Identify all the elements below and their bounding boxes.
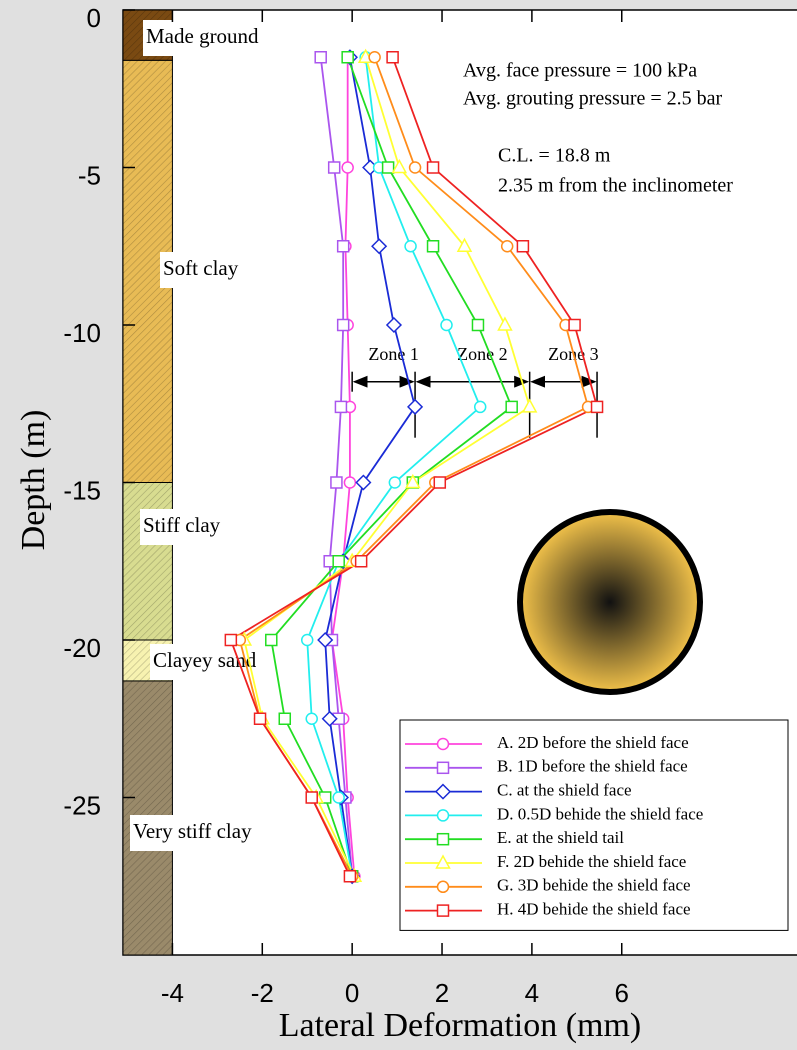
data-point bbox=[471, 318, 485, 332]
data-point bbox=[386, 51, 399, 64]
annotation: Avg. grouting pressure = 2.5 bar bbox=[463, 88, 723, 110]
legend-marker bbox=[434, 783, 452, 800]
data-point bbox=[300, 633, 314, 647]
legend-marker bbox=[436, 737, 450, 751]
soil-label: Very stiff clay bbox=[133, 819, 252, 843]
soil-label-bg bbox=[130, 815, 305, 851]
soil-label: Clayey sand bbox=[153, 648, 257, 672]
legend-label: E. at the shield tail bbox=[497, 828, 624, 847]
legend-label: A. 2D before the shield face bbox=[497, 733, 689, 752]
data-point bbox=[405, 473, 421, 489]
x-tick-label: 0 bbox=[345, 978, 359, 1008]
x-tick-label: -4 bbox=[161, 978, 184, 1008]
data-point bbox=[500, 240, 514, 253]
y-axis-title: Depth (m) bbox=[15, 410, 52, 551]
legend-box bbox=[399, 719, 789, 931]
data-point bbox=[440, 318, 453, 332]
data-point bbox=[314, 51, 327, 64]
data-point bbox=[327, 161, 341, 174]
legend-label: G. 3D behide the shield face bbox=[497, 876, 691, 895]
data-point bbox=[305, 791, 318, 804]
data-point bbox=[426, 161, 440, 174]
data-point bbox=[355, 474, 372, 491]
data-point bbox=[253, 712, 267, 725]
data-point bbox=[388, 476, 402, 489]
data-point bbox=[497, 316, 513, 331]
legend-marker bbox=[436, 809, 450, 822]
data-point bbox=[407, 398, 424, 415]
legend-label: B. 1D before the shield face bbox=[497, 757, 688, 776]
soil-label-bg bbox=[140, 509, 280, 545]
legend-marker bbox=[436, 880, 450, 894]
data-point bbox=[408, 161, 422, 174]
soil-label-bg bbox=[150, 644, 285, 680]
data-point bbox=[521, 398, 538, 413]
data-point bbox=[332, 791, 345, 804]
y-tick-label: -25 bbox=[63, 790, 101, 820]
annotation: C.L. = 18.8 m bbox=[498, 145, 611, 167]
data-point bbox=[381, 161, 395, 174]
legend-label: D. 0.5D behide the shield face bbox=[497, 804, 703, 823]
data-point bbox=[343, 870, 357, 883]
data-point bbox=[317, 631, 334, 649]
legend-label: C. at the shield face bbox=[497, 781, 632, 800]
data-point bbox=[224, 633, 238, 647]
legend-marker bbox=[436, 832, 450, 846]
x-axis-title: Lateral Deformation (mm) bbox=[279, 1007, 642, 1044]
x-tick-label: 6 bbox=[615, 978, 629, 1008]
data-point bbox=[568, 318, 581, 332]
data-point bbox=[368, 51, 381, 64]
soil-label-bg bbox=[160, 252, 275, 288]
data-point bbox=[371, 238, 388, 255]
data-point bbox=[330, 476, 343, 489]
annotation: Avg. face pressure = 100 kPa bbox=[463, 60, 697, 82]
data-point bbox=[354, 555, 368, 568]
data-point bbox=[590, 400, 604, 414]
data-point bbox=[341, 161, 354, 174]
data-point bbox=[456, 237, 473, 252]
data-point bbox=[332, 555, 345, 568]
data-point bbox=[336, 318, 350, 332]
data-point bbox=[385, 316, 403, 334]
y-tick-label: -10 bbox=[63, 318, 101, 348]
data-point bbox=[334, 400, 348, 414]
shield-icon bbox=[517, 509, 703, 695]
legend-marker bbox=[436, 761, 450, 775]
soil-label: Soft clay bbox=[163, 256, 239, 280]
y-tick-label: 0 bbox=[87, 3, 101, 33]
annotation: 2.35 m from the inclinometer bbox=[498, 175, 733, 197]
legend-label: H. 4D behide the shield face bbox=[497, 900, 691, 919]
data-point bbox=[505, 400, 518, 414]
y-tick-label: -20 bbox=[63, 633, 101, 663]
x-tick-label: 4 bbox=[525, 978, 539, 1008]
soil-label: Made ground bbox=[146, 24, 259, 48]
y-tick-label: -5 bbox=[78, 160, 101, 190]
data-point bbox=[391, 158, 408, 174]
legend-marker bbox=[435, 854, 451, 869]
data-point bbox=[265, 633, 278, 647]
data-point bbox=[305, 712, 318, 725]
data-point bbox=[278, 712, 292, 725]
data-point bbox=[433, 476, 447, 489]
data-point bbox=[516, 240, 530, 253]
y-tick-label: -15 bbox=[63, 475, 101, 505]
legend-label: F. 2D behide the shield face bbox=[497, 852, 686, 871]
data-point bbox=[404, 240, 417, 253]
x-tick-label: -2 bbox=[251, 978, 274, 1008]
data-point bbox=[473, 400, 487, 414]
soil-label: Stiff clay bbox=[143, 513, 221, 537]
data-point bbox=[336, 240, 350, 253]
x-tick-label: 2 bbox=[435, 978, 449, 1008]
soil-label-bg bbox=[143, 20, 303, 56]
soil-hatch bbox=[123, 482, 173, 640]
legend-marker bbox=[436, 904, 450, 917]
zone-label: Zone 1 bbox=[368, 344, 418, 364]
data-point bbox=[321, 710, 338, 727]
data-point bbox=[341, 51, 354, 64]
data-point bbox=[343, 476, 357, 489]
zone-label: Zone 2 bbox=[457, 344, 507, 364]
data-point bbox=[426, 240, 440, 253]
